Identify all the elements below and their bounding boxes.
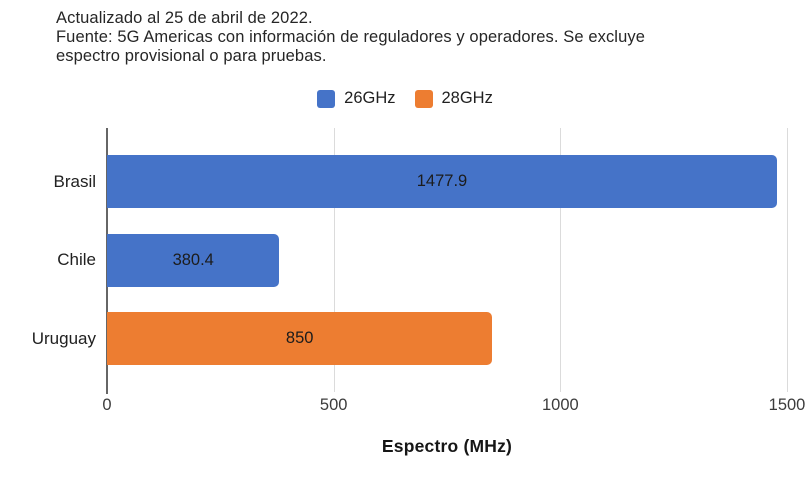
x-axis-title: Espectro (MHz): [381, 436, 513, 456]
note-line-1: Actualizado al 25 de abril de 2022.: [56, 9, 313, 27]
legend-swatch-28ghz-icon: [414, 89, 433, 108]
legend-item-26ghz[interactable]: 26GHz: [317, 89, 396, 108]
legend-label-26ghz: 26GHz: [344, 89, 396, 107]
note-line-2: Fuente: 5G Americas con información de r…: [56, 28, 645, 46]
x-tick-label-1000: 1000: [541, 396, 579, 414]
x-tick-label-1500: 1500: [768, 396, 806, 414]
chart-source-note: Actualizado al 25 de abril de 2022. Fuen…: [56, 9, 645, 66]
bar-uruguay-28ghz[interactable]: 850: [107, 312, 493, 365]
legend-label-28ghz: 28GHz: [441, 89, 493, 107]
bar-brasil-26ghz[interactable]: 1477.9: [107, 155, 777, 208]
x-tick-label-0: 0: [102, 396, 112, 414]
category-label-brasil: Brasil: [53, 171, 96, 191]
gridline-1500: [787, 128, 788, 392]
bar-chile-26ghz[interactable]: 380.4: [107, 233, 280, 287]
gridline-500: [333, 128, 335, 392]
plot-area: 0 500 1000 1500 Brasil 1477.9 Chile 380.4 Urugua…: [32, 128, 805, 414]
gridline-1000: [560, 128, 562, 392]
x-tick-label-500: 500: [319, 396, 348, 414]
legend-item-28ghz[interactable]: 28GHz: [414, 89, 493, 108]
category-label-uruguay: Uruguay: [31, 328, 96, 348]
legend-swatch-26ghz-icon: [317, 89, 336, 108]
legend: 26GHz 28GHz: [0, 89, 810, 108]
category-label-chile: Chile: [57, 250, 96, 269]
note-line-3: espectro provisional o para pruebas.: [56, 47, 327, 65]
